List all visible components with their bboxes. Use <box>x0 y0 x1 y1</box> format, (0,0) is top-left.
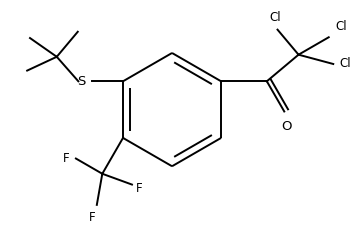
Text: Cl: Cl <box>270 11 281 24</box>
Text: S: S <box>78 75 86 88</box>
Text: F: F <box>89 211 96 224</box>
Text: F: F <box>63 152 69 165</box>
Text: Cl: Cl <box>335 20 347 33</box>
Text: O: O <box>281 120 292 133</box>
Text: Cl: Cl <box>340 58 350 70</box>
Text: F: F <box>136 182 143 195</box>
